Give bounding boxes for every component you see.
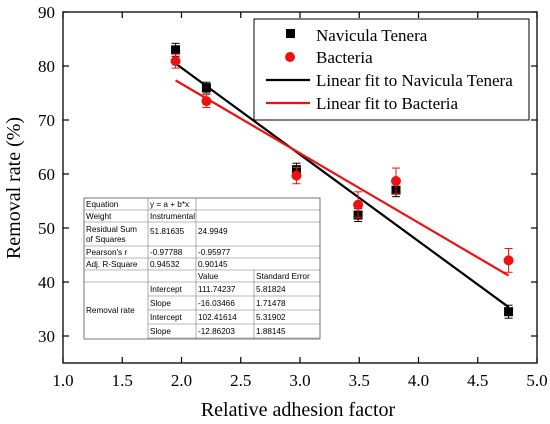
x-tick-label: 5.0 xyxy=(526,371,547,390)
table-cell: 1.88145 xyxy=(256,327,286,336)
fit-line xyxy=(175,79,510,277)
data-point-circle xyxy=(291,170,302,181)
fit-statistics-table: Equation y = a + b*x Weight Instrumental Res… xyxy=(83,197,321,340)
x-tick-label: 4.0 xyxy=(408,371,429,390)
data-point-circle xyxy=(170,56,181,67)
table-border xyxy=(83,197,321,340)
table-cell: Residual Sum xyxy=(86,225,137,234)
table-cell: of Squares xyxy=(86,235,126,244)
table-cell: -0.97788 xyxy=(150,248,183,257)
legend-label-navicula: Navicula Tenera xyxy=(316,26,428,45)
table-cell: Adj. R-Square xyxy=(86,260,138,269)
table-cell: 1.71478 xyxy=(256,299,286,308)
legend: Navicula Tenera Bacteria Linear fit to N… xyxy=(253,18,530,121)
table-cell: Instrumental xyxy=(150,212,195,221)
data-marks xyxy=(170,42,514,319)
table-cell: 5.31902 xyxy=(256,313,286,322)
fit-lines xyxy=(174,62,510,308)
table-cell: Slope xyxy=(150,327,171,336)
x-tick-label: 2.5 xyxy=(230,371,251,390)
data-point-circle xyxy=(503,255,514,266)
tick-labels: 1.0 1.5 2.0 2.5 3.0 3.5 4.0 4.5 5.0 30 40 50 60 70 80 9… xyxy=(38,3,548,390)
table-cell: Equation xyxy=(86,200,119,209)
table-cell: Intercept xyxy=(150,313,183,322)
table-header-cell: Value xyxy=(198,272,219,281)
table-cell: Weight xyxy=(86,212,112,221)
table-cell: 24.9949 xyxy=(198,227,228,236)
x-tick-label: 3.0 xyxy=(289,371,310,390)
y-tick-label: 30 xyxy=(38,327,55,346)
legend-marker-navicula xyxy=(286,29,295,38)
x-tick-label: 3.5 xyxy=(349,371,370,390)
fit-line xyxy=(174,62,510,308)
axis-ticks xyxy=(62,11,538,363)
y-tick-label: 50 xyxy=(38,219,55,238)
x-axis-label: Relative adhesion factor xyxy=(201,399,396,421)
table-cell: 102.41614 xyxy=(198,313,237,322)
table-cell: y = a + b*x xyxy=(150,200,189,209)
table-cell: 0.90145 xyxy=(198,260,228,269)
table-cell: 51.81635 xyxy=(150,227,185,236)
data-point-square xyxy=(201,83,211,93)
table-cell: -16.03466 xyxy=(198,299,235,308)
table-group-label: Removal rate xyxy=(86,306,135,315)
y-tick-label: 80 xyxy=(38,57,55,76)
y-tick-label: 60 xyxy=(38,165,55,184)
table-cell: 111.74237 xyxy=(198,285,236,294)
y-tick-label: 70 xyxy=(38,111,55,130)
data-point-square xyxy=(171,45,181,55)
legend-label-navicula-fit: Linear fit to Navicula Tenera xyxy=(316,71,513,90)
y-axis-label: Removal rate (%) xyxy=(3,117,25,259)
legend-label-bacteria-fit: Linear fit to Bacteria xyxy=(316,94,459,113)
table-cell: Slope xyxy=(150,299,171,308)
data-point-circle xyxy=(201,96,212,107)
legend-marker-bacteria xyxy=(285,52,295,62)
y-tick-label: 90 xyxy=(38,3,55,22)
data-point-square xyxy=(504,307,514,317)
table-cell: 0.94532 xyxy=(150,260,180,269)
table-cell: -0.95977 xyxy=(198,248,231,257)
table-cell: Intercept xyxy=(150,285,183,294)
x-tick-label: 1.0 xyxy=(52,371,73,390)
table-header-cell: Standard Error xyxy=(256,272,310,281)
table-cell: Pearson's r xyxy=(86,248,127,257)
x-tick-label: 2.0 xyxy=(171,371,192,390)
table-cell: 5.81824 xyxy=(256,285,286,294)
y-tick-label: 40 xyxy=(38,273,55,292)
table-cell: -12.86203 xyxy=(198,327,235,336)
legend-label-bacteria: Bacteria xyxy=(316,48,373,67)
x-tick-label: 1.5 xyxy=(112,371,133,390)
x-tick-label: 4.5 xyxy=(467,371,488,390)
data-point-circle xyxy=(390,176,401,187)
data-point-circle xyxy=(353,199,364,210)
